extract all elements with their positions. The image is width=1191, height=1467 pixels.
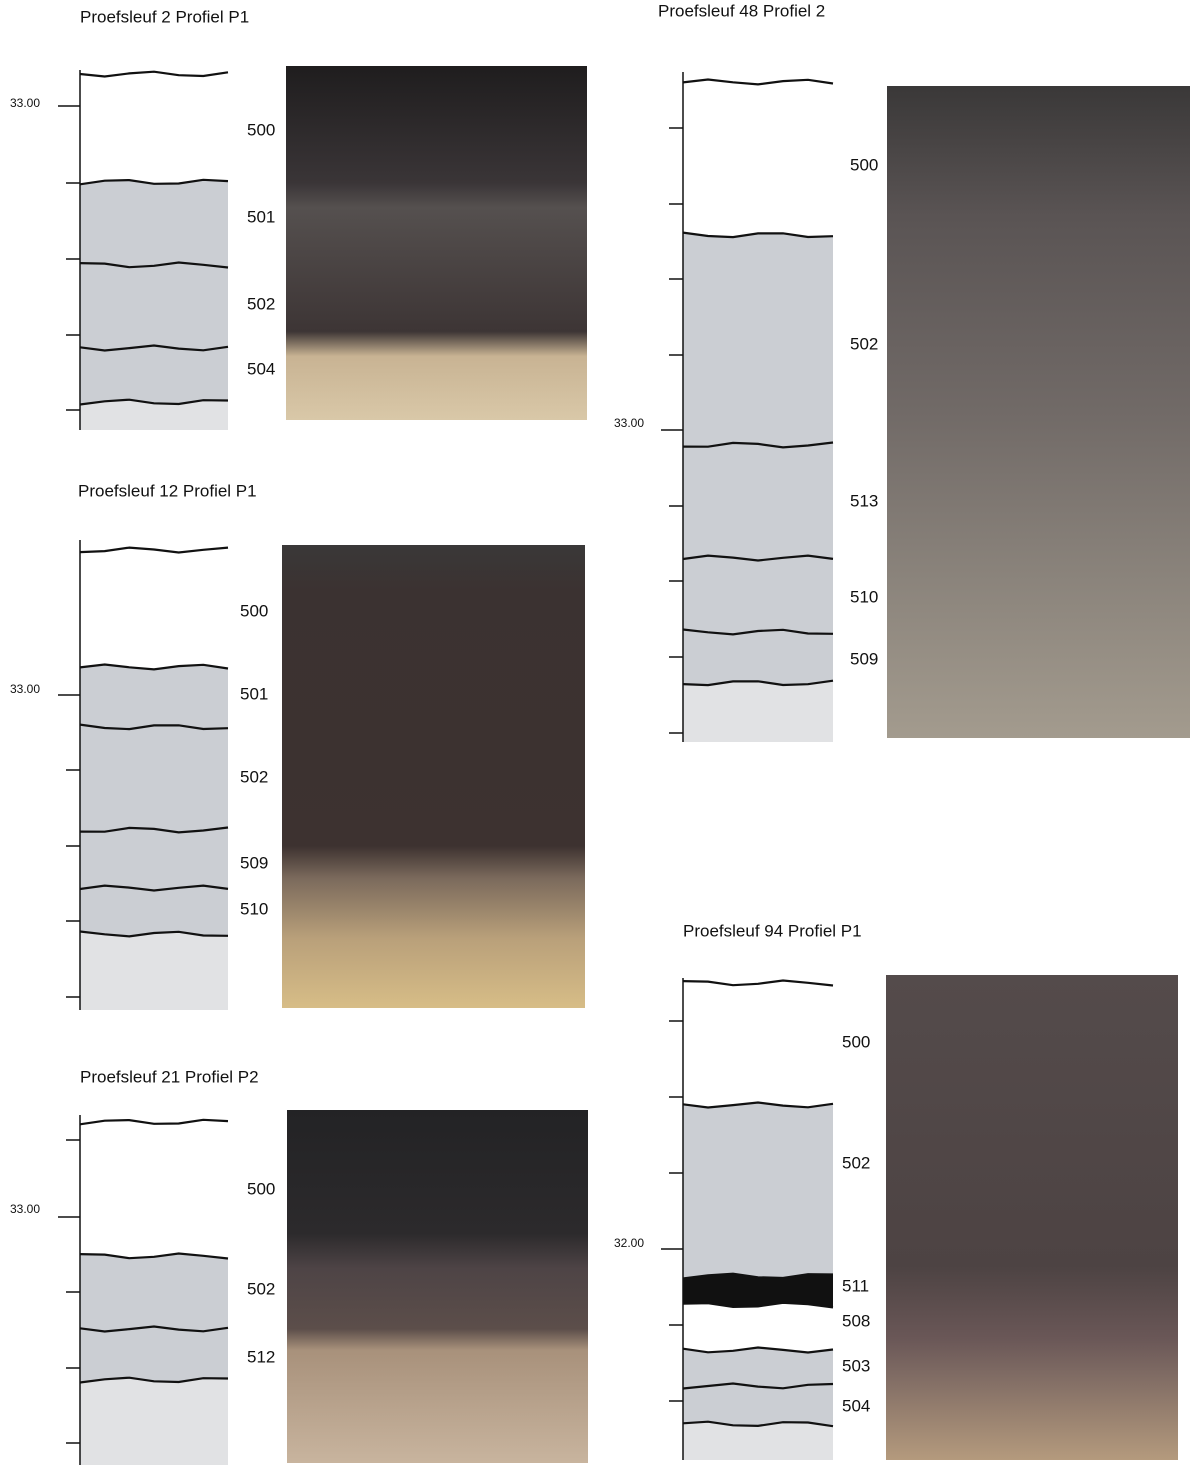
profile-photo bbox=[886, 975, 1178, 1460]
panel-title: Proefsleuf 94 Profiel P1 bbox=[683, 921, 862, 940]
profile-photo bbox=[286, 66, 587, 420]
soil-layer bbox=[80, 1120, 228, 1259]
soil-layer bbox=[80, 665, 228, 730]
panel-title: Proefsleuf 12 Profiel P1 bbox=[78, 481, 257, 500]
soil-layer bbox=[80, 180, 228, 268]
height-label: 33.00 bbox=[10, 96, 40, 110]
soil-layer bbox=[80, 828, 228, 891]
soil-layer bbox=[80, 72, 228, 185]
layer-label: 504 bbox=[247, 359, 275, 378]
layer-label: 503 bbox=[842, 1356, 870, 1375]
soil-layer bbox=[80, 263, 228, 351]
layer-label: 509 bbox=[850, 649, 878, 668]
layer-label: 502 bbox=[247, 294, 275, 313]
soil-layer bbox=[683, 556, 833, 635]
layer-label: 500 bbox=[850, 155, 878, 174]
layer-label: 501 bbox=[240, 684, 268, 703]
soil-layer bbox=[683, 1384, 833, 1427]
layer-label: 510 bbox=[850, 587, 878, 606]
figure: Proefsleuf 2 Profiel P1 33.00 500 501 502 504… bbox=[0, 0, 1191, 1467]
soil-layer bbox=[80, 725, 228, 833]
layer-label: 504 bbox=[842, 1396, 870, 1415]
soil-layer bbox=[683, 1303, 833, 1353]
height-label: 33.00 bbox=[614, 416, 644, 430]
layer-label: 502 bbox=[240, 767, 268, 786]
panel-title: Proefsleuf 21 Profiel P2 bbox=[80, 1067, 259, 1086]
profile-photo bbox=[282, 545, 585, 1008]
profile-photo bbox=[887, 86, 1190, 738]
soil-layer bbox=[683, 1103, 833, 1279]
soil-layer bbox=[80, 346, 228, 405]
panel-title: Proefsleuf 48 Profiel 2 bbox=[658, 1, 825, 20]
soil-layer bbox=[683, 1422, 833, 1460]
layer-label: 502 bbox=[850, 334, 878, 353]
layer-label: 510 bbox=[240, 899, 268, 918]
soil-layer bbox=[80, 1327, 228, 1383]
layer-label: 500 bbox=[247, 1179, 275, 1198]
layer-label: 508 bbox=[842, 1311, 870, 1330]
soil-layer bbox=[80, 932, 228, 1011]
soil-layer bbox=[683, 233, 833, 448]
height-label: 32.00 bbox=[614, 1236, 644, 1250]
height-label: 33.00 bbox=[10, 682, 40, 696]
layer-label: 500 bbox=[240, 601, 268, 620]
soil-layer bbox=[80, 1378, 228, 1465]
soil-layer bbox=[683, 681, 833, 742]
height-label: 33.00 bbox=[10, 1202, 40, 1216]
profile-photo bbox=[287, 1110, 588, 1463]
layer-label: 502 bbox=[842, 1153, 870, 1172]
soil-layer bbox=[683, 1348, 833, 1389]
soil-layer bbox=[683, 630, 833, 686]
layer-label: 500 bbox=[247, 120, 275, 139]
soil-layer bbox=[683, 981, 833, 1108]
layer-label: 502 bbox=[247, 1279, 275, 1298]
panel-title: Proefsleuf 2 Profiel P1 bbox=[80, 7, 249, 26]
layer-label: 512 bbox=[247, 1347, 275, 1366]
soil-layer bbox=[80, 548, 228, 670]
layer-label: 501 bbox=[247, 207, 275, 226]
soil-layer bbox=[683, 80, 833, 238]
layer-label: 500 bbox=[842, 1032, 870, 1051]
soil-layer bbox=[683, 443, 833, 561]
layer-label: 511 bbox=[842, 1276, 869, 1295]
soil-layer bbox=[80, 1254, 228, 1332]
layer-label: 513 bbox=[850, 491, 878, 510]
layer-label: 509 bbox=[240, 853, 268, 872]
soil-layer bbox=[80, 886, 228, 937]
